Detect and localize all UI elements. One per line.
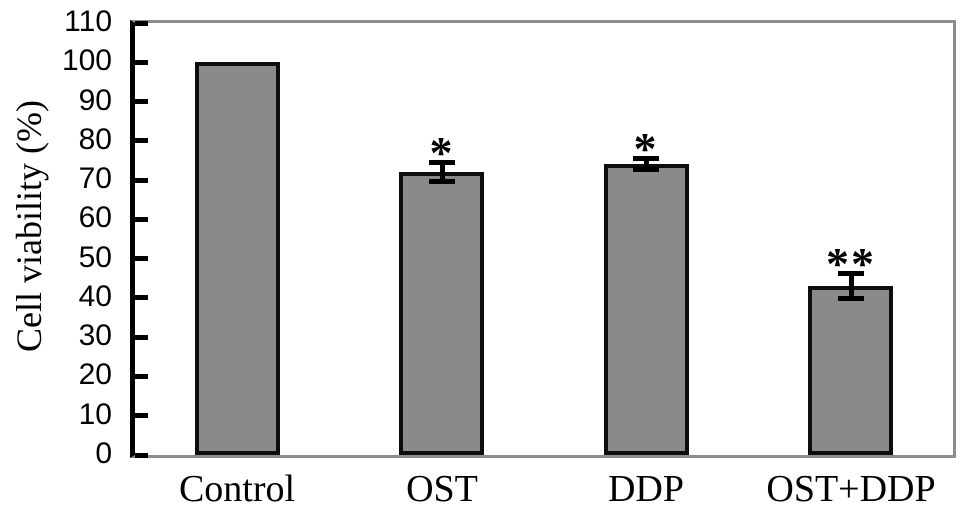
error-bar-bottom-cap [838,296,864,301]
y-axis-tick [135,453,148,458]
error-bar-line [643,156,649,172]
bar [604,164,689,455]
plot-area: * * ** [130,20,956,458]
error-bar-bottom-cap [429,179,455,184]
y-axis-tick-label: 90 [78,84,112,117]
y-axis-tick-label: 60 [78,201,112,234]
y-axis-tick [135,217,148,222]
y-axis-tick [135,21,148,26]
error-bar [633,156,659,172]
error-bar-bottom-cap [633,167,659,172]
error-bar [838,271,864,301]
y-axis-tick-label: 80 [78,123,112,156]
y-axis-tick [135,374,148,379]
y-axis-tick-label: 0 [95,437,112,470]
y-axis-tick-label: 110 [64,5,112,38]
error-bar [429,160,455,184]
y-axis-tick-label: 50 [78,241,112,274]
x-category-label: OST+DDP [766,468,936,510]
y-axis-tick-label: 10 [78,398,112,431]
y-axis-tick [135,256,148,261]
y-axis-tick-label: 30 [78,319,112,352]
y-axis-tick [135,295,148,300]
y-axis-tick [135,335,148,340]
significance-marker: * [633,123,659,174]
y-axis-tick [135,413,148,418]
y-axis-tick-label: 20 [78,358,112,391]
y-axis-tick [135,99,148,104]
x-category-label: DDP [607,468,685,510]
bar [399,172,484,455]
y-axis-tick [135,178,148,183]
y-axis-tick [135,60,148,65]
significance-marker: * [429,127,455,178]
x-category-label: OST [406,468,478,510]
significance-marker: ** [826,238,876,289]
y-axis-tick-label: 100 [61,44,112,77]
error-bar-line [439,160,445,184]
y-axis-tick [135,138,148,143]
x-category-label: Control [178,468,296,510]
bar [195,62,280,455]
bar [808,286,893,455]
error-bar-line [848,271,854,301]
y-axis-tick-label: 40 [78,280,112,313]
y-axis-tick-label: 70 [78,162,112,195]
